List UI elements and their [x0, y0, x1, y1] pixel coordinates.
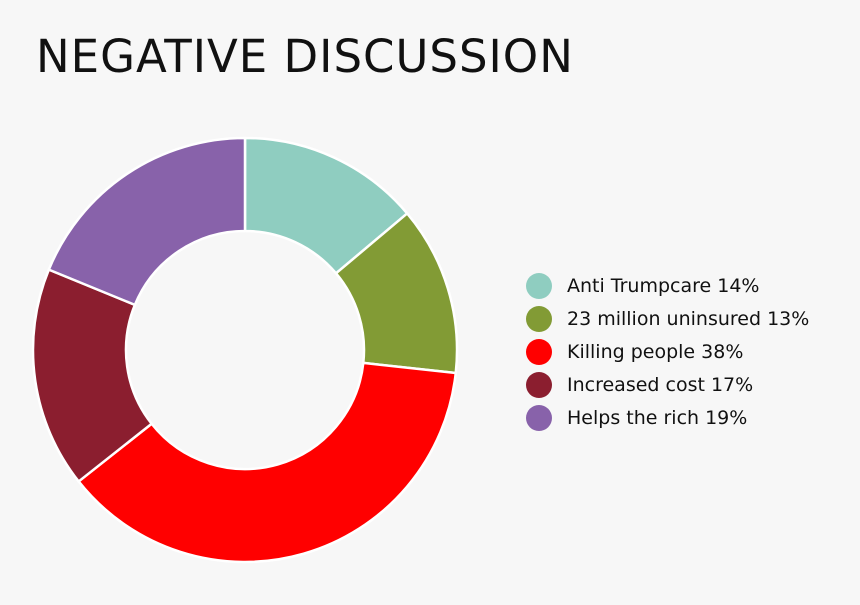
- slice-increased-cost: [31, 268, 153, 483]
- donut-chart: [31, 136, 459, 564]
- legend-item-23-million-uninsured: 23 million uninsured 13%: [526, 302, 809, 335]
- legend-item-anti-trumpcare: Anti Trumpcare 14%: [526, 269, 809, 302]
- legend-label-helps-the-rich: Helps the rich 19%: [567, 406, 748, 429]
- legend: Anti Trumpcare 14% 23 million uninsured …: [526, 269, 809, 434]
- legend-label-increased-cost: Increased cost 17%: [567, 373, 754, 396]
- slice-helps-the-rich: [47, 136, 247, 307]
- legend-swatch-helps-the-rich: [526, 404, 552, 431]
- legend-label-killing-people: Killing people 38%: [567, 340, 744, 363]
- legend-swatch-increased-cost: [526, 371, 552, 398]
- legend-swatch-killing-people: [526, 338, 552, 365]
- legend-item-increased-cost: Increased cost 17%: [526, 368, 809, 401]
- legend-item-killing-people: Killing people 38%: [526, 335, 809, 368]
- slice-killing-people: [77, 361, 457, 564]
- legend-item-helps-the-rich: Helps the rich 19%: [526, 401, 809, 434]
- legend-label-anti-trumpcare: Anti Trumpcare 14%: [567, 274, 760, 297]
- legend-swatch-23-million-uninsured: [526, 305, 552, 332]
- chart-title: NEGATIVE DISCUSSION: [36, 30, 574, 83]
- legend-swatch-anti-trumpcare: [526, 272, 552, 299]
- legend-label-23-million-uninsured: 23 million uninsured 13%: [567, 307, 810, 330]
